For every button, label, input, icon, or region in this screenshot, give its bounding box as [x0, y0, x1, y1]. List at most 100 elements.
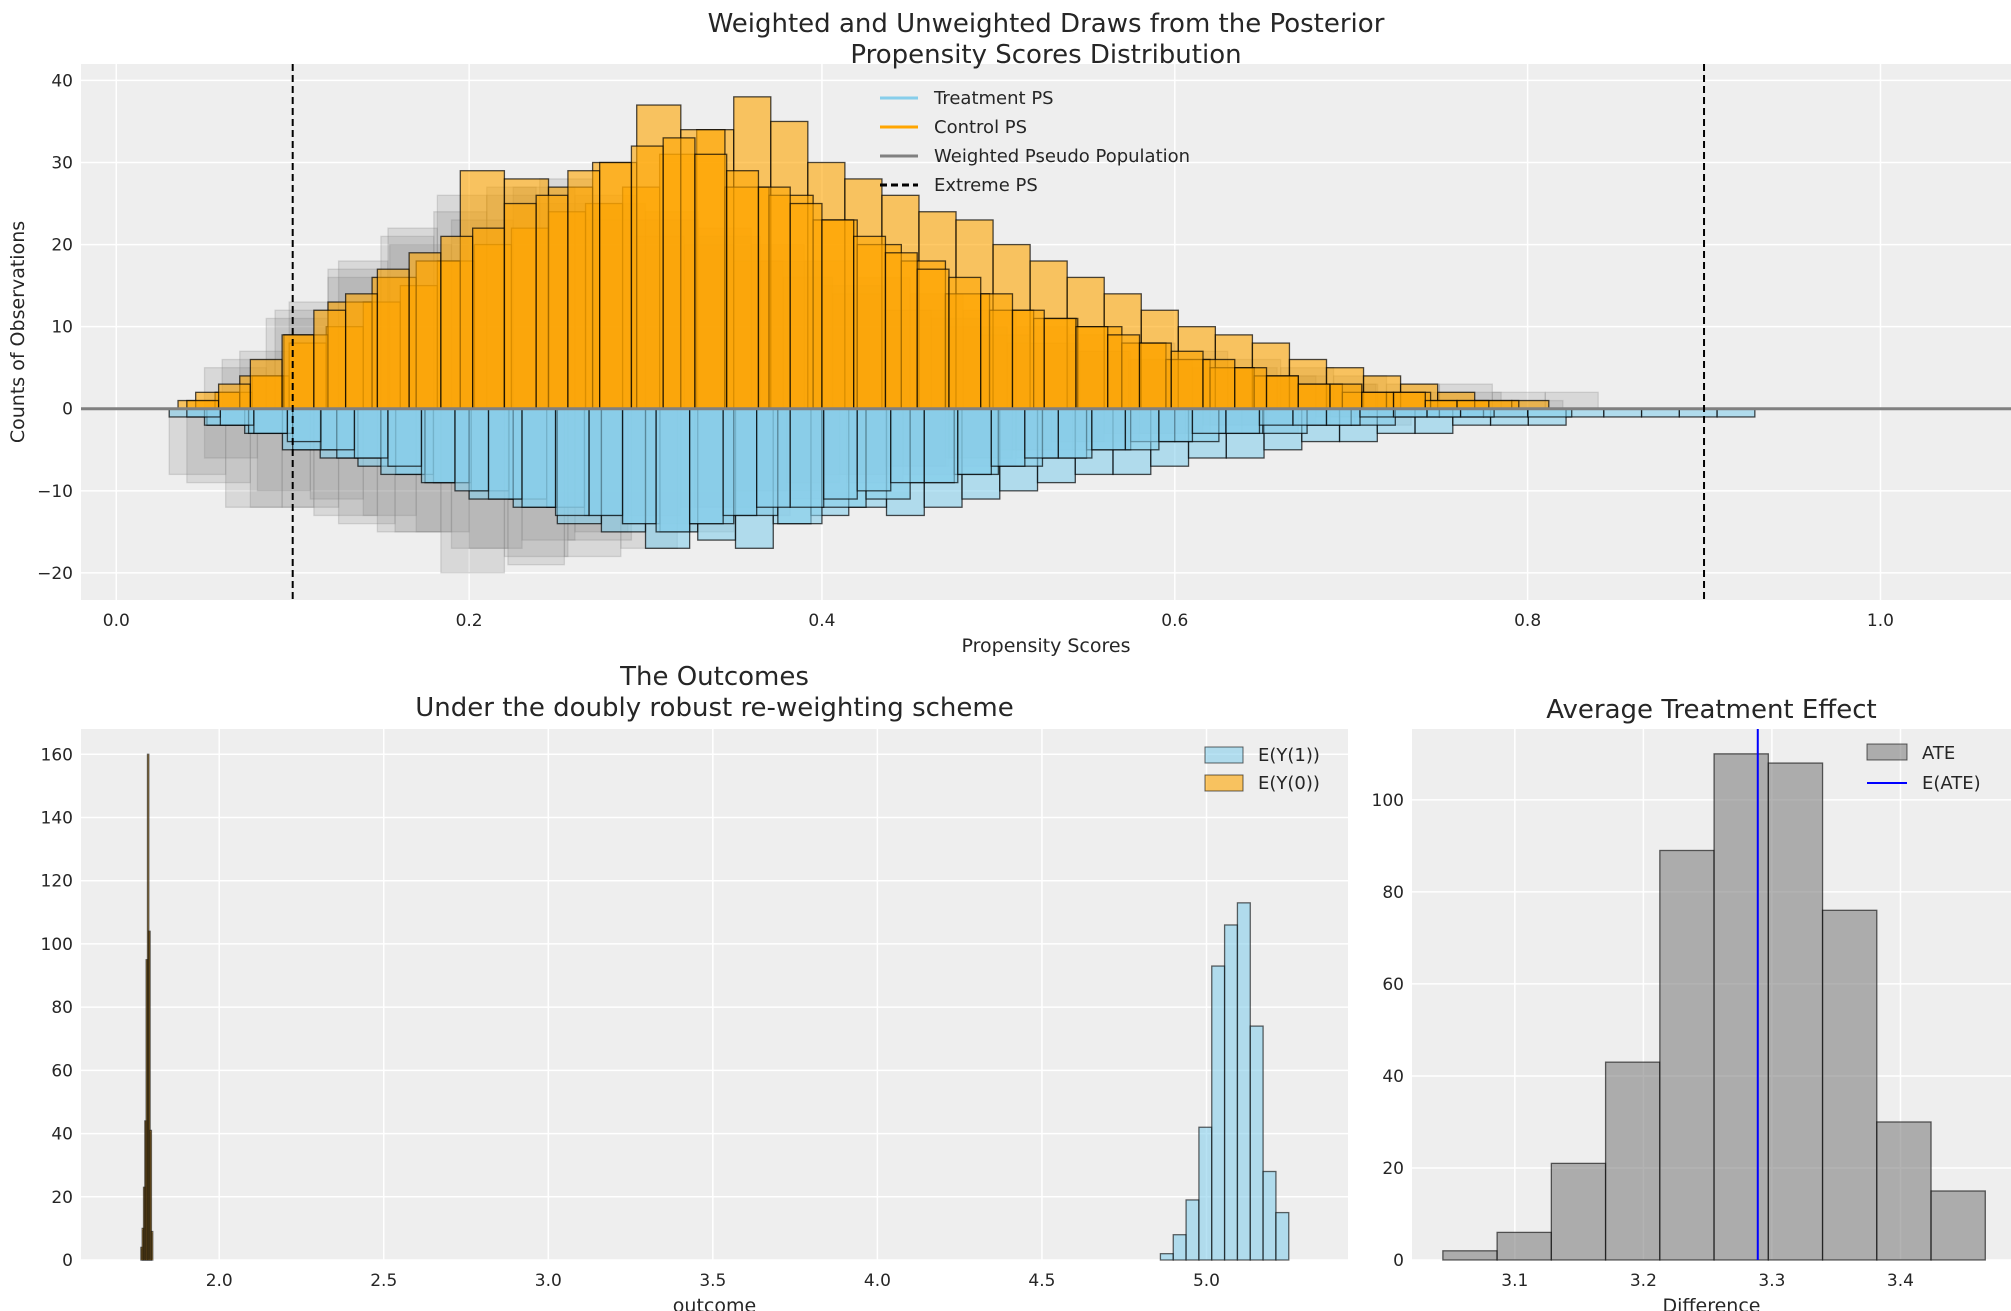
x-tick-label: 4.0: [864, 1271, 891, 1291]
treatment-ps-bar: [219, 408, 255, 426]
treatment-ps-bar: [923, 408, 959, 484]
x-tick-label: 3.5: [699, 1271, 726, 1291]
plot-area: [81, 729, 1348, 1260]
y-tick-label: 20: [51, 1188, 73, 1208]
legend-label: E(Y(1)): [1258, 745, 1320, 766]
x-axis-label: Propensity Scores: [962, 635, 1131, 657]
treatment-ps-bar: [1091, 408, 1127, 451]
legend-label: Weighted Pseudo Population: [934, 146, 1190, 167]
y-tick-label: 0: [62, 1251, 73, 1271]
control-ps-bar: [726, 170, 760, 410]
chart-title: Under the doubly robust re-weighting sch…: [415, 693, 1013, 723]
legend-swatch: [1204, 746, 1244, 764]
ey0-bar: [150, 1230, 154, 1261]
control-ps-bar: [980, 293, 1014, 410]
chart-title: The Outcomes: [619, 662, 809, 692]
control-ps-bar: [630, 145, 664, 410]
chart-title: Propensity Scores Distribution: [850, 40, 1241, 70]
treatment-ps-bar: [253, 408, 289, 435]
legend-label: ATE: [1922, 743, 1955, 764]
ey1-bar: [1249, 1025, 1264, 1261]
y-tick-label: 10: [51, 318, 73, 338]
y-tick-label: 80: [51, 998, 73, 1018]
ate-bar: [1930, 1190, 1986, 1261]
control-ps-bar: [503, 202, 537, 410]
x-tick-label: 4.5: [1028, 1271, 1055, 1291]
x-tick-label: 3.0: [535, 1271, 562, 1291]
legend-label: E(ATE): [1922, 773, 1981, 794]
chart-title: Average Treatment Effect: [1546, 695, 1876, 725]
control-ps-bar: [1392, 391, 1426, 410]
ate-bar: [1659, 849, 1715, 1261]
treatment-ps-bar: [655, 408, 691, 533]
ate-bar: [1604, 1061, 1661, 1261]
treatment-ps-bar: [420, 408, 456, 484]
treatment-ps-bar: [320, 408, 356, 451]
y-tick-label: 160: [41, 745, 73, 765]
treatment-ps-bar: [756, 408, 791, 508]
control-ps-bar: [1075, 326, 1109, 410]
control-ps-bar: [313, 309, 347, 410]
control-ps-bar: [1265, 375, 1299, 410]
control-ps-bar: [694, 153, 728, 410]
legend-swatch: [1866, 743, 1908, 761]
control-ps-bar: [1043, 317, 1077, 410]
x-tick-label: 0.0: [103, 611, 130, 631]
x-tick-label: 3.3: [1758, 1271, 1785, 1291]
legend-label: Treatment PS: [933, 88, 1054, 109]
x-tick-label: 1.0: [1867, 611, 1894, 631]
control-ps-bar: [884, 252, 918, 410]
treatment-ps-bar: [1225, 408, 1261, 435]
x-tick-label: 5.0: [1193, 1271, 1220, 1291]
control-ps-bar: [471, 227, 506, 410]
control-ps-bar: [1138, 342, 1172, 410]
legend-label: E(Y(0)): [1258, 773, 1320, 794]
legend-swatch: [1204, 774, 1244, 792]
x-tick-label: 0.6: [1161, 611, 1188, 631]
control-ps-bar: [344, 293, 379, 410]
control-ps-bar: [916, 268, 950, 410]
treatment-ps-bar: [722, 408, 758, 517]
control-ps-bar: [1234, 367, 1268, 410]
ate-bar: [1876, 1121, 1932, 1261]
legend-label: Control PS: [934, 117, 1027, 138]
treatment-ps-bar: [890, 408, 925, 484]
treatment-ps-bar: [521, 408, 557, 508]
treatment-ps-bar: [554, 408, 590, 517]
ey0-bar: [148, 930, 151, 1261]
control-ps-bar: [1329, 383, 1363, 410]
control-ps-bar: [757, 186, 791, 410]
ey1-bar: [1185, 1199, 1200, 1261]
treatment-ps-bar: [1024, 408, 1059, 459]
treatment-ps-bar: [856, 408, 892, 492]
treatment-ps-bar: [1325, 408, 1361, 426]
treatment-ps-bar: [1292, 408, 1328, 426]
control-ps-bar: [1011, 309, 1045, 410]
treatment-ps-bar: [1191, 408, 1227, 435]
x-tick-label: 3.1: [1501, 1271, 1528, 1291]
control-ps-bar: [567, 170, 601, 410]
control-ps-bar: [217, 383, 252, 410]
y-tick-label: 30: [51, 153, 73, 173]
ate-bar: [1713, 753, 1769, 1261]
x-axis-label: Difference: [1663, 1295, 1761, 1311]
ey1-bar: [1275, 1211, 1290, 1261]
x-tick-label: 0.4: [808, 611, 835, 631]
control-ps-bar: [281, 334, 315, 410]
treatment-ps-bar: [1158, 408, 1194, 443]
control-ps-bar: [1361, 391, 1395, 410]
ate-bar: [1496, 1231, 1552, 1261]
x-tick-label: 3.2: [1630, 1271, 1657, 1291]
y-tick-label: −10: [37, 482, 73, 502]
ey1-bar: [1172, 1234, 1187, 1261]
y-tick-label: 60: [1382, 975, 1404, 995]
y-tick-label: 40: [51, 1125, 73, 1145]
ey1-bar: [1262, 1170, 1277, 1261]
ey1-bar: [1211, 965, 1226, 1261]
control-ps-bar: [853, 235, 887, 410]
control-ps-bar: [1297, 383, 1331, 410]
ey1-bar: [1223, 924, 1239, 1261]
ey1-bar: [1159, 1253, 1174, 1261]
control-ps-bar: [535, 194, 569, 410]
